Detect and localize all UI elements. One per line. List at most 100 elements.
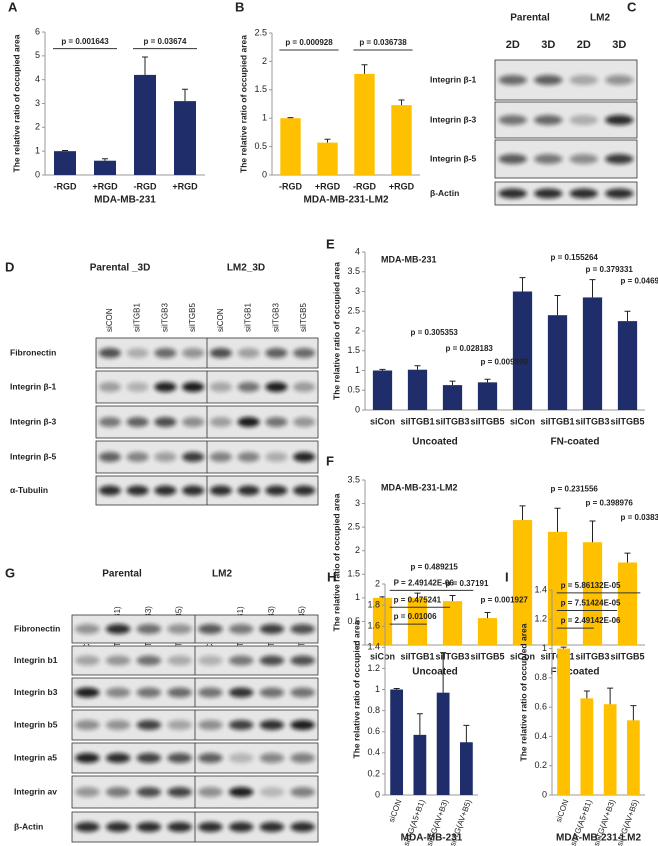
- y-tick-label: 0.4: [534, 731, 547, 741]
- y-tick-label: 3: [35, 98, 40, 108]
- band: [136, 687, 162, 698]
- x-tick-label: siITGB5: [470, 651, 504, 661]
- band: [293, 348, 316, 358]
- band: [154, 348, 177, 358]
- lane-label: siITGB1: [244, 303, 253, 332]
- y-tick-label: 0.2: [367, 768, 380, 778]
- band: [75, 720, 100, 730]
- y-axis-label: The relative ratio of occupied area: [238, 35, 248, 173]
- x-axis-label: MDA-MB-231: [94, 195, 156, 206]
- bar: [617, 321, 638, 410]
- panel-label: D: [5, 259, 14, 274]
- y-tick-label: 0: [262, 169, 267, 179]
- row-label: Integrin b3: [14, 687, 58, 697]
- row-label: Integrin β-5: [10, 451, 57, 461]
- band: [293, 452, 316, 462]
- band: [136, 655, 162, 666]
- y-tick-label: 1: [262, 113, 267, 123]
- y-tick-label: 3: [355, 498, 360, 508]
- band: [259, 822, 285, 832]
- band: [498, 188, 527, 199]
- y-tick-label: 0.5: [347, 616, 360, 626]
- band: [75, 753, 100, 763]
- y-tick-label: 2: [355, 325, 360, 335]
- band: [228, 624, 254, 634]
- error-bar: [463, 724, 470, 743]
- band: [154, 452, 177, 462]
- error-bar: [182, 88, 188, 102]
- band: [265, 382, 288, 392]
- band: [98, 417, 121, 427]
- band: [154, 417, 177, 427]
- blot-row: [95, 440, 319, 474]
- band: [105, 655, 131, 666]
- lane-label: siITGB3: [160, 303, 169, 332]
- band: [265, 452, 288, 462]
- x-tick-label: siCon: [370, 651, 395, 661]
- p-value: p = 0.001927: [481, 595, 529, 604]
- error-bar: [519, 277, 526, 292]
- band: [75, 655, 100, 666]
- error-bar: [414, 592, 421, 598]
- band: [569, 154, 598, 164]
- y-tick-label: 1.8: [367, 599, 380, 609]
- band: [290, 753, 315, 763]
- y-tick-label: 0.5: [347, 385, 360, 395]
- row-label: Integrin β-1: [430, 74, 477, 84]
- band: [237, 485, 260, 496]
- bar: [174, 101, 196, 175]
- band: [167, 822, 192, 832]
- band: [209, 417, 232, 427]
- y-tick-label: 2: [262, 56, 267, 66]
- band: [237, 348, 260, 358]
- band: [228, 753, 254, 763]
- row-label: β-Actin: [430, 188, 459, 198]
- band: [198, 687, 223, 698]
- y-tick-label: 1.5: [347, 569, 360, 579]
- bar: [134, 74, 156, 175]
- panel-label: I: [505, 569, 509, 584]
- band: [105, 687, 131, 698]
- band: [105, 720, 131, 730]
- x-tick-label: siITGB5: [610, 416, 644, 426]
- error-bar: [361, 64, 368, 74]
- y-tick-label: 3: [355, 286, 360, 296]
- band: [605, 75, 634, 85]
- lane-label: siITGB3: [271, 303, 280, 332]
- band: [198, 753, 223, 763]
- band: [259, 687, 285, 698]
- x-tick-label: siCon: [370, 416, 395, 426]
- band: [182, 382, 205, 392]
- error-bar: [630, 705, 637, 721]
- p-value: p = 0.0469: [621, 277, 658, 286]
- band: [228, 720, 254, 730]
- band: [290, 687, 315, 698]
- y-tick-label: 1: [35, 146, 40, 156]
- band: [265, 485, 288, 496]
- panel-label: C: [627, 0, 637, 14]
- error-bar: [624, 310, 631, 322]
- chart-title: MDA-MB-231-LM2: [381, 482, 458, 492]
- p-value: p = 0.028183: [446, 344, 494, 353]
- p-value: p = 0.01006: [394, 612, 437, 621]
- blot-row: [71, 709, 319, 741]
- band: [154, 485, 177, 496]
- bar: [391, 105, 412, 175]
- p-value: p = 0.398976: [586, 499, 634, 508]
- band: [182, 348, 205, 358]
- y-tick-label: 2.5: [347, 306, 360, 316]
- band: [198, 655, 223, 666]
- y-axis-label: The relative ratio of occupied area: [331, 262, 341, 400]
- x-tick-label: siCON: [387, 798, 404, 823]
- y-tick-label: 2: [35, 122, 40, 132]
- y-tick-label: 0.4: [367, 747, 380, 757]
- lane-label: 2D: [506, 39, 520, 51]
- band: [136, 787, 162, 797]
- group-label: FN-coated: [551, 437, 600, 448]
- band: [182, 417, 205, 427]
- band: [293, 382, 316, 392]
- lane-label: 3D: [541, 39, 555, 51]
- band: [198, 822, 223, 832]
- blot-row: [494, 139, 638, 179]
